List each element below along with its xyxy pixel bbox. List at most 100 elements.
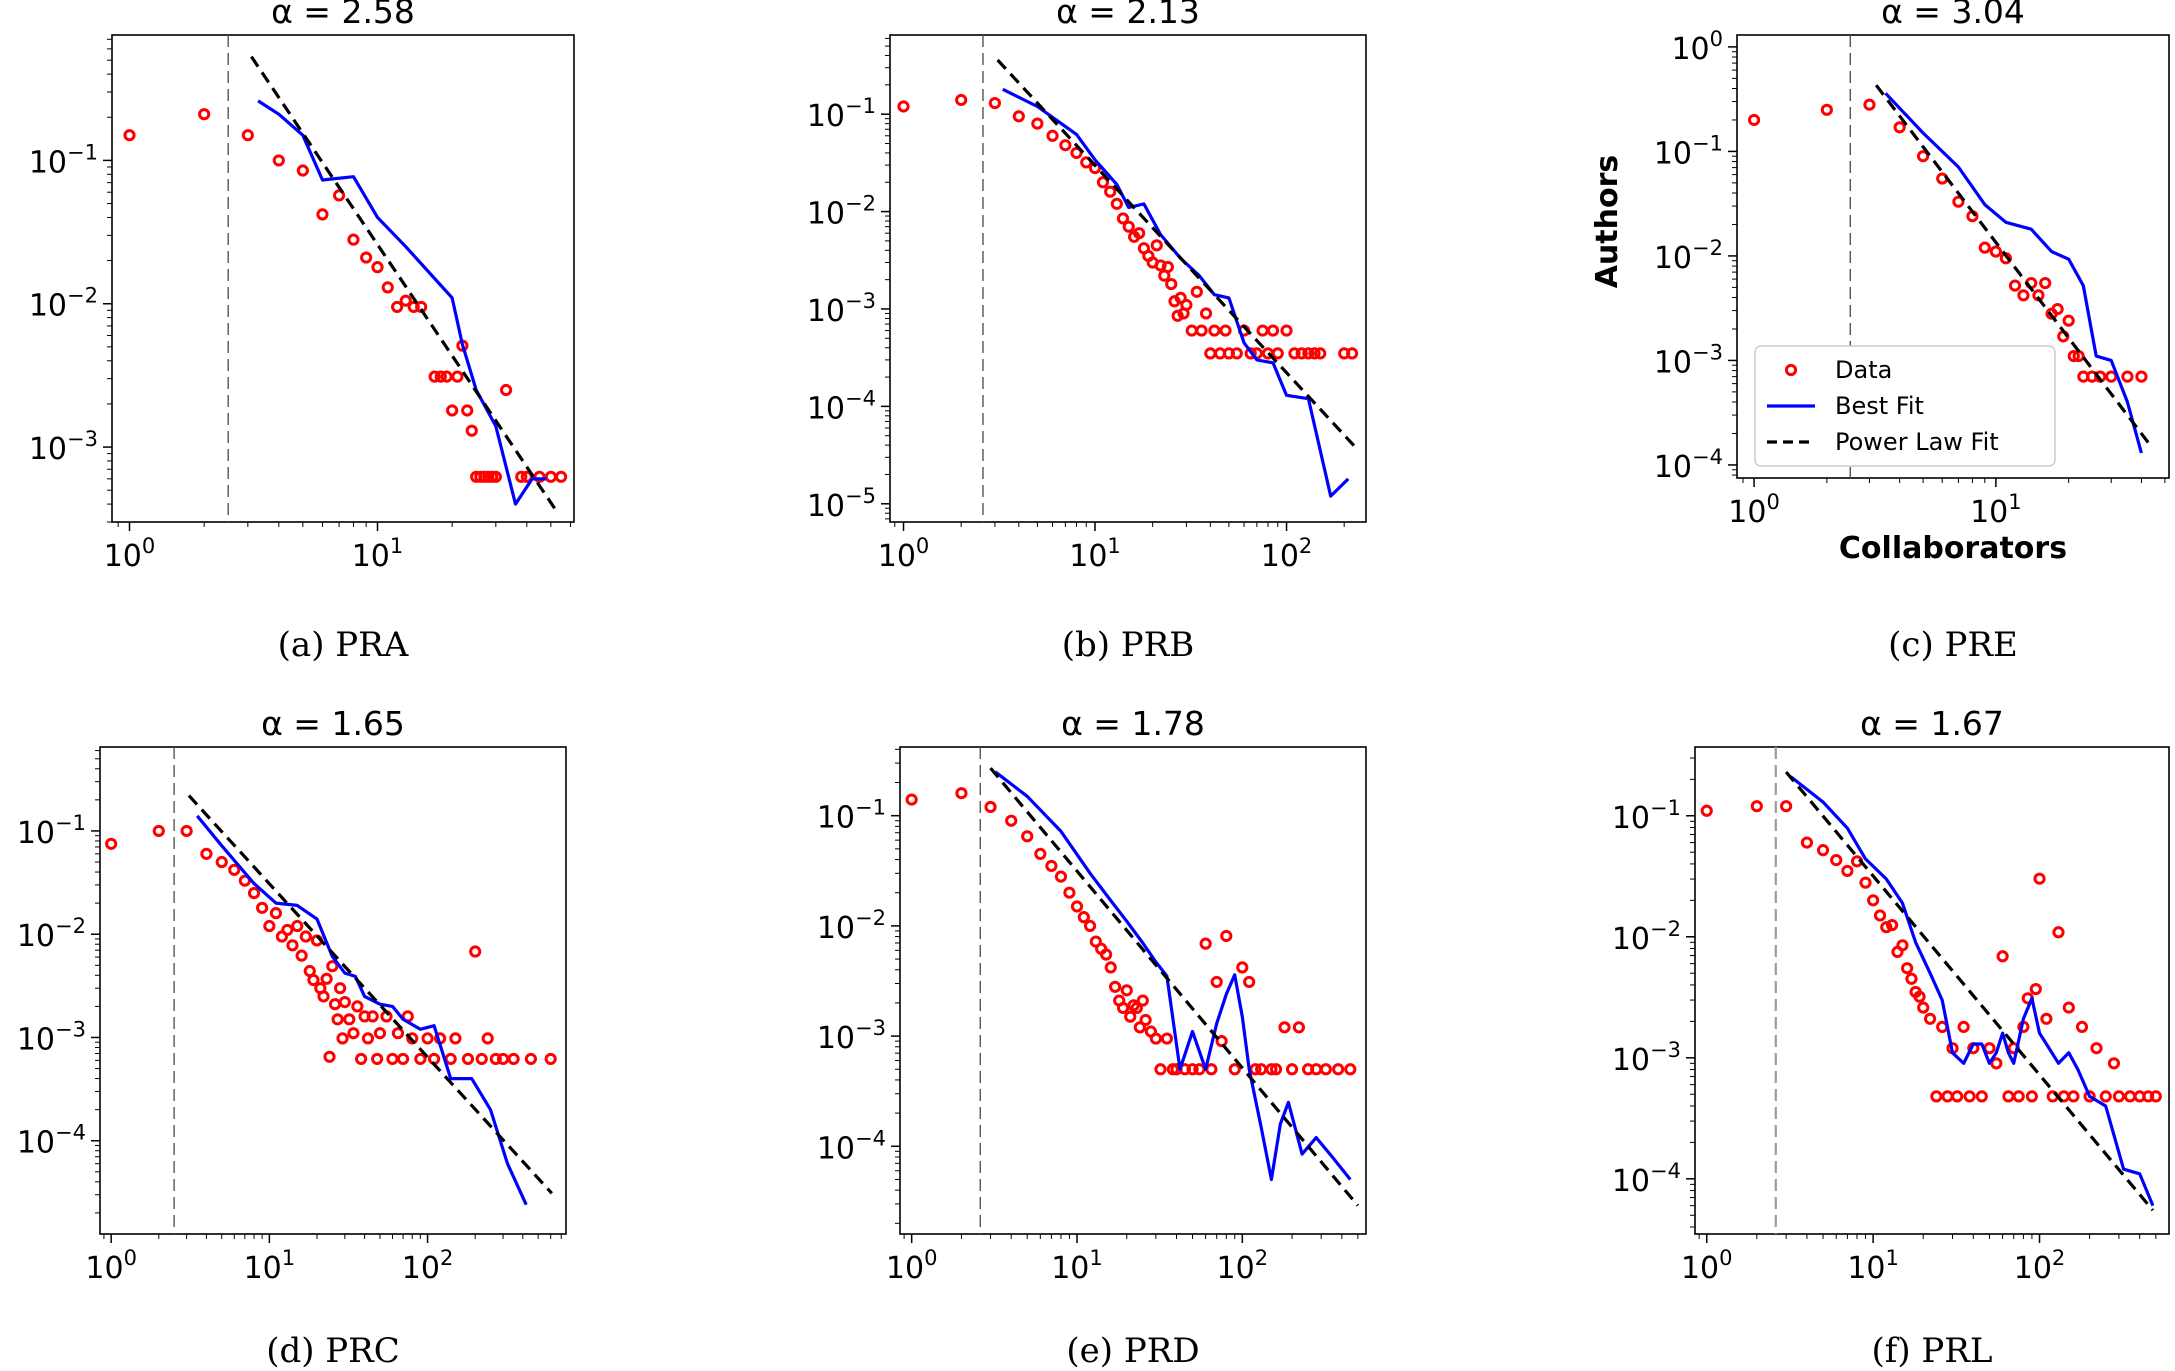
data-point xyxy=(1171,309,1184,322)
data-point xyxy=(215,855,228,869)
plot-area xyxy=(1747,84,2151,454)
data-point xyxy=(1265,1063,1278,1076)
data-point xyxy=(451,370,464,383)
panel-d: α = 1.65 (d) PRC 100 101 102 10−4 10−3 10−2 10−1 xyxy=(17,704,567,1371)
data-point xyxy=(499,383,513,397)
panel-title: α = 2.13 xyxy=(1056,0,1200,31)
data-point xyxy=(1149,1032,1162,1045)
data-point xyxy=(1780,800,1793,813)
legend-label: Data xyxy=(1835,356,1892,384)
plot-frame xyxy=(889,34,1367,523)
panel-caption: (c) PRE xyxy=(1888,625,2018,665)
data-point xyxy=(1116,1001,1130,1015)
data-point xyxy=(1205,1063,1218,1076)
x-tick-label: 101 xyxy=(1051,1246,1103,1286)
y-axis-label: Authors xyxy=(1590,155,1625,289)
x-tick-label: 101 xyxy=(1847,1246,1899,1286)
data-point xyxy=(2099,1090,2112,1103)
panel-caption: (b) PRB xyxy=(1062,625,1195,665)
data-point xyxy=(1930,1090,1943,1103)
data-point xyxy=(1266,324,1280,337)
data-point xyxy=(1220,929,1233,943)
data-point xyxy=(1278,1021,1291,1034)
data-point xyxy=(1996,950,2009,963)
data-point xyxy=(1750,800,1763,813)
power-law-fit-line xyxy=(989,767,1360,1207)
x-tick-label: 102 xyxy=(2014,1246,2066,1286)
data-point xyxy=(152,824,165,838)
data-point xyxy=(2075,1020,2089,1034)
data-point xyxy=(1199,307,1213,320)
data-point xyxy=(1122,220,1135,233)
power-law-fit-line xyxy=(187,794,553,1195)
data-point xyxy=(1893,121,1906,134)
x-tick-label: 101 xyxy=(1069,534,1121,574)
data-point xyxy=(1012,110,1025,123)
data-point xyxy=(984,800,997,814)
data-point xyxy=(1292,1021,1306,1034)
data-point xyxy=(332,189,346,202)
x-axis-label: Collaborators xyxy=(1839,531,2067,566)
data-point xyxy=(317,990,330,1003)
data-point xyxy=(299,930,312,943)
data-point xyxy=(1208,324,1221,337)
data-point xyxy=(2029,982,2042,996)
data-point xyxy=(286,939,299,952)
data-point xyxy=(446,404,459,417)
data-point xyxy=(351,1000,364,1013)
legend-label: Power Law Fit xyxy=(1835,428,1999,456)
data-point xyxy=(1820,103,1833,116)
data-point xyxy=(2040,1012,2053,1025)
data-point xyxy=(1244,347,1257,360)
data-point xyxy=(1230,347,1243,360)
y-tick-label: 10−2 xyxy=(817,906,886,946)
data-point xyxy=(2135,370,2148,383)
data-point xyxy=(428,370,441,383)
x-tick-label: 101 xyxy=(1970,490,2022,530)
data-point xyxy=(1308,347,1321,360)
data-point xyxy=(2083,1090,2096,1103)
panel-title: α = 1.65 xyxy=(261,704,405,743)
data-point xyxy=(955,787,968,800)
data-point xyxy=(1161,260,1174,274)
data-point xyxy=(2123,1090,2137,1103)
data-point xyxy=(291,919,304,933)
data-point xyxy=(1271,347,1284,360)
data-point xyxy=(434,370,447,383)
data-point xyxy=(988,96,1001,110)
data-point xyxy=(897,100,910,113)
y-tick-label: 10−1 xyxy=(807,94,876,134)
data-point xyxy=(2107,1057,2121,1070)
data-point xyxy=(1344,1063,1357,1076)
data-point xyxy=(1800,836,1814,849)
data-point xyxy=(2012,1090,2025,1103)
data-point xyxy=(2067,1090,2080,1103)
data-point xyxy=(461,404,474,417)
data-point xyxy=(323,1050,336,1063)
data-point xyxy=(1700,804,1713,817)
data-point xyxy=(1885,918,1899,932)
data-point xyxy=(1110,197,1123,210)
data-point xyxy=(905,793,918,806)
panel-title: α = 2.58 xyxy=(271,0,415,31)
data-point xyxy=(1063,886,1076,899)
data-point xyxy=(399,294,412,307)
plot-frame xyxy=(99,746,567,1235)
data-point xyxy=(1280,324,1293,337)
data-point xyxy=(2008,279,2022,292)
data-point xyxy=(1034,847,1047,861)
data-point xyxy=(366,1010,379,1023)
data-point xyxy=(320,972,333,985)
data-point xyxy=(1130,1001,1143,1015)
data-point xyxy=(295,949,308,962)
data-point xyxy=(1059,139,1072,152)
data-point xyxy=(1150,239,1163,252)
data-point xyxy=(263,919,276,933)
panel-caption: (a) PRA xyxy=(278,625,409,665)
data-point xyxy=(475,1052,488,1066)
panel-title: α = 1.78 xyxy=(1061,704,1205,743)
y-tick-label: 10−1 xyxy=(17,811,86,851)
x-tick-label: 100 xyxy=(104,534,156,574)
data-point xyxy=(465,424,478,437)
data-point xyxy=(1288,347,1301,360)
